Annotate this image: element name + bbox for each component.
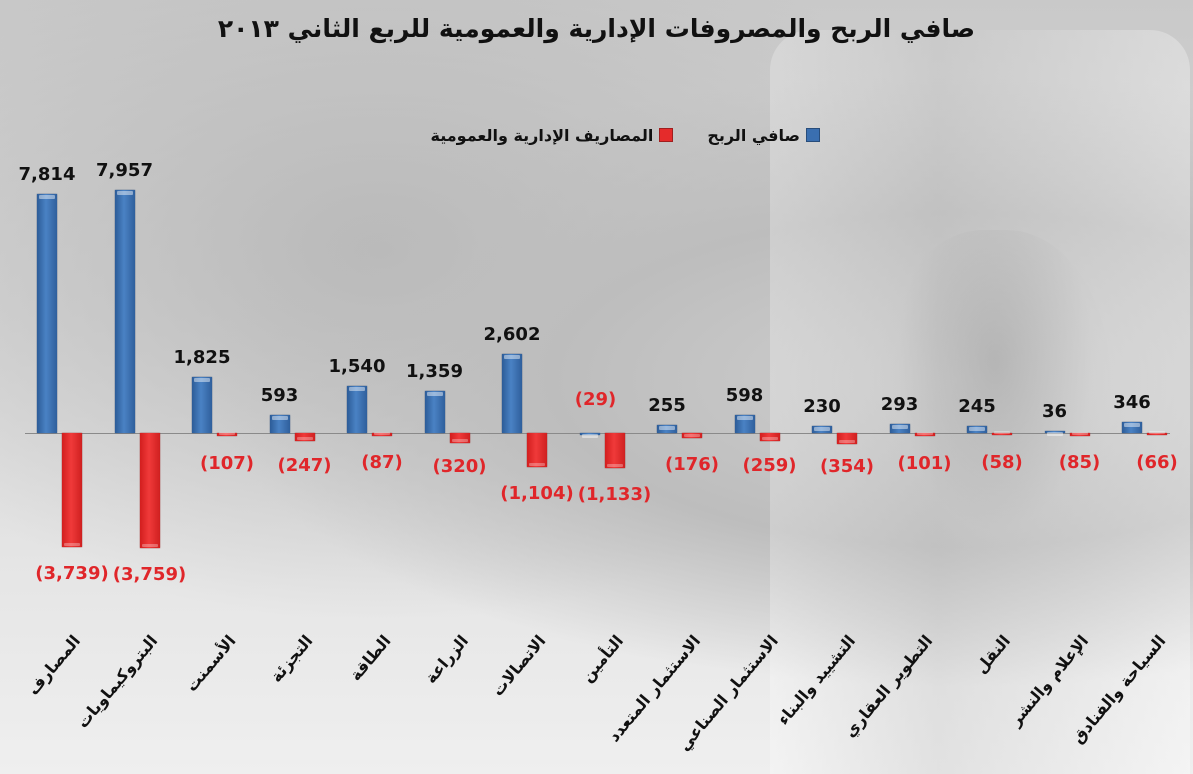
- background-portrait-image: [880, 230, 1110, 560]
- ga-expenses-bar: [217, 432, 237, 437]
- net-profit-bar: [657, 425, 677, 433]
- category-label: الأسمنت: [181, 631, 240, 696]
- ga-expenses-bar: [1147, 431, 1167, 435]
- category-label: النقل: [971, 631, 1015, 678]
- ga-expenses-bar: [682, 433, 702, 439]
- net-profit-value-label: 255: [648, 395, 686, 417]
- ga-expenses-value-label: (58): [981, 452, 1023, 473]
- net-profit-bar: [1044, 431, 1065, 436]
- legend-item-ga-expenses: المصاريف الإدارية والعمومية: [431, 126, 674, 145]
- net-profit-value-label: 598: [725, 384, 764, 406]
- ga-expenses-value-label: (66): [1136, 452, 1178, 473]
- chart-legend: صافي الربح المصاريف الإدارية والعمومية: [380, 122, 820, 148]
- ga-expenses-bar: [759, 433, 780, 441]
- net-profit-bar: [889, 424, 910, 433]
- ga-expenses-value-label: (176): [664, 453, 720, 475]
- ga-expenses-value-label: (320): [432, 455, 487, 477]
- net-profit-value-label: 1,825: [173, 347, 231, 369]
- net-profit-bar: [424, 391, 445, 433]
- ga-expenses-bar: [449, 433, 470, 443]
- net-profit-bar: [114, 190, 135, 433]
- net-profit-value-label: 593: [260, 384, 299, 406]
- ga-expenses-value-label: (3,739): [35, 563, 109, 585]
- category-label: التأمين: [576, 631, 627, 686]
- net-profit-value-label: 2,602: [483, 323, 541, 345]
- net-profit-value-label: 1,540: [328, 355, 386, 377]
- net-profit-value-label: 245: [958, 395, 996, 417]
- net-profit-bar: [734, 414, 755, 433]
- background-money-can-image: [770, 30, 1190, 774]
- ga-expenses-bar: [1069, 431, 1090, 436]
- net-profit-bar: [502, 353, 522, 433]
- category-label: التشييد والبناء: [773, 631, 860, 729]
- net-profit-bar: [37, 194, 57, 433]
- category-label: المصارف: [23, 631, 85, 699]
- net-profit-bar: [1122, 422, 1142, 433]
- category-label: الاتصالات: [487, 631, 550, 700]
- net-profit-value-label: 7,957: [96, 160, 153, 181]
- legend-label-net-profit: صافي الربح: [707, 125, 800, 145]
- ga-expenses-value-label: (259): [742, 454, 797, 476]
- net-profit-bar: [347, 385, 367, 433]
- legend-swatch-blue: [806, 128, 820, 142]
- ga-expenses-value-label: (247): [277, 454, 332, 476]
- category-label: الإعلام والنشر: [1005, 631, 1092, 730]
- category-label: الطاقة: [345, 631, 395, 685]
- category-label: الزراعة: [420, 631, 472, 688]
- net-profit-bar: [967, 425, 987, 433]
- ga-expenses-value-label: (3,759): [112, 563, 187, 585]
- net-profit-value-label: 7,814: [18, 164, 76, 186]
- ga-expenses-value-label: (1,104): [500, 482, 574, 504]
- ga-expenses-value-label: (354): [819, 456, 875, 478]
- ga-expenses-bar: [914, 432, 935, 437]
- ga-expenses-value-label: (107): [199, 452, 255, 474]
- ga-expenses-value-label: (101): [897, 452, 952, 474]
- net-profit-bar: [269, 414, 290, 433]
- category-label: البتروكيماويات: [73, 631, 162, 732]
- net-profit-bar: [192, 377, 212, 433]
- net-profit-value-label: 36: [1041, 401, 1068, 422]
- net-profit-value-label: 293: [880, 394, 919, 416]
- ga-expenses-bar: [527, 433, 547, 467]
- ga-expenses-bar: [837, 433, 857, 444]
- ga-expenses-value-label: (85): [1058, 452, 1101, 474]
- net-profit-value-label: (29): [574, 389, 617, 410]
- category-label: التجزئة: [266, 631, 317, 686]
- ga-expenses-bar: [604, 433, 625, 468]
- ga-expenses-bar: [62, 433, 82, 548]
- legend-item-net-profit: صافي الربح: [707, 126, 820, 145]
- net-profit-value-label: 1,359: [406, 361, 463, 383]
- net-profit-bar: [812, 425, 832, 433]
- net-profit-value-label: 346: [1113, 392, 1151, 414]
- legend-swatch-red: [659, 128, 674, 142]
- ga-expenses-bar: [372, 431, 392, 436]
- net-profit-bar: [579, 433, 600, 438]
- ga-expenses-bar: [139, 433, 160, 548]
- legend-label-ga-expenses: المصاريف الإدارية والعمومية: [430, 125, 654, 145]
- ga-expenses-value-label: (1,133): [577, 483, 652, 505]
- chart-title: صافي الربح والمصروفات الإدارية والعمومية…: [217, 14, 976, 43]
- ga-expenses-bar: [992, 431, 1012, 435]
- ga-expenses-value-label: (87): [361, 452, 403, 474]
- net-profit-value-label: 230: [803, 395, 841, 417]
- ga-expenses-bar: [294, 433, 315, 441]
